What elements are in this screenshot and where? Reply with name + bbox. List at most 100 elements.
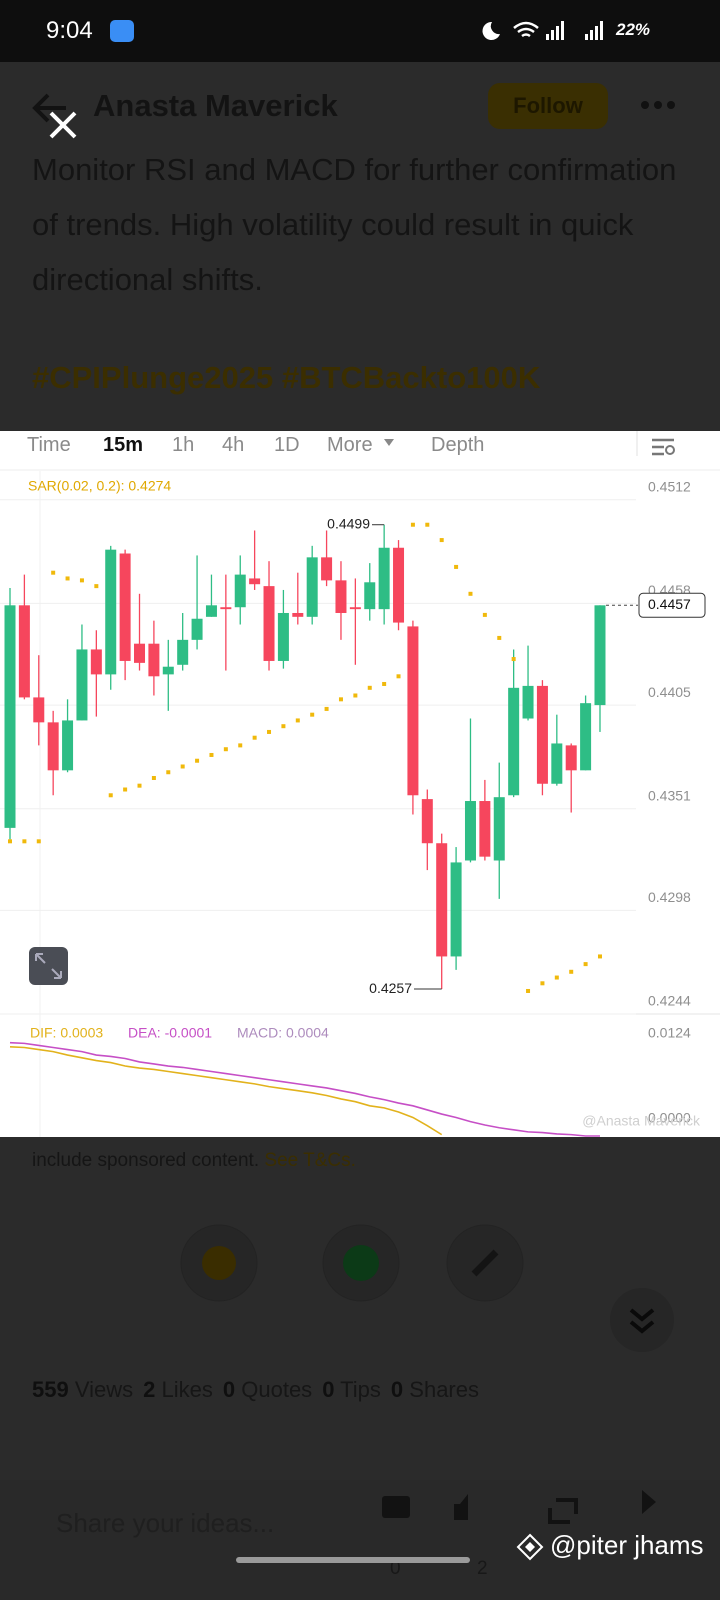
whatsapp-button[interactable] [322,1224,400,1302]
comment-icon[interactable] [382,1496,410,1518]
y-tick-label: 0.4244 [648,993,691,1009]
candle-body [234,574,246,608]
candle-body [148,643,160,677]
candle-body [594,605,606,706]
sar-dot [526,988,531,993]
macd-tick-label: 0.0000 [648,1109,691,1125]
stat-count: 0 [390,1377,404,1402]
stat-count: 2 [143,1377,156,1402]
clock: 9:04 [46,17,93,44]
chart-tab[interactable]: 1D [274,434,300,456]
sar-dot [166,770,171,775]
terms-link[interactable]: See T&Cs. [264,1150,356,1171]
candle-body [565,745,577,771]
sar-dot [382,681,387,686]
candle-body [551,743,563,784]
sar-dot [353,693,358,698]
sar-dot [195,758,200,763]
chart-tab[interactable]: Depth [431,434,485,456]
post-text: Monitor RSI and MACD for further confirm… [32,152,677,297]
stat: 0 Tips [322,1377,381,1402]
sar-dot [209,752,214,757]
chart-tab[interactable]: Time [27,434,71,456]
candle-body [321,557,333,581]
stat-count: 0 [222,1377,236,1402]
sar-dot [223,747,228,752]
stat-label: Tips [340,1377,381,1402]
candle-body [277,612,289,661]
sar-dot [338,697,343,702]
repost-icon[interactable] [548,1498,578,1524]
sar-dot [324,706,329,711]
candle-body [407,626,419,796]
tip-button[interactable] [180,1224,258,1302]
sar-dot [123,787,128,792]
candle-body [522,685,534,719]
close-button[interactable] [48,110,78,140]
settings-icon[interactable] [652,438,675,456]
macd-legend: DEA: -0.0001 [128,1025,212,1041]
chart-tab[interactable]: 1h [172,434,195,456]
candle-body [205,605,217,617]
battery: 22% [616,20,651,39]
stat-count: 559 [32,1377,69,1402]
app-icon [110,20,134,42]
expand-button[interactable] [29,947,68,985]
candle-body [364,582,376,610]
like-icon[interactable] [454,1494,468,1520]
y-tick-label: 0.4351 [648,787,691,803]
chart-tab[interactable]: 15m [103,434,144,456]
sar-dot [482,612,487,617]
chart-watermark: @Anasta Maverick [582,1113,701,1129]
more-menu[interactable] [640,100,676,110]
sar-dot [267,729,272,734]
sar-dot [569,969,574,974]
scroll-down-button[interactable] [610,1288,674,1352]
share-icon[interactable] [642,1490,656,1514]
chart-tab[interactable]: More [327,434,373,456]
candle-body [421,799,433,844]
last-price-box [638,592,706,618]
sar-dot [151,775,156,780]
stat-label: Views [74,1377,134,1402]
candle-body [134,643,146,663]
candle-body [464,801,476,861]
sar-dot [51,570,56,575]
home-indicator [236,1557,470,1563]
disclaimer-text: include sponsored content. [32,1150,260,1171]
link-button[interactable] [446,1224,524,1302]
candle-body [536,685,548,784]
back-arrow[interactable] [30,90,70,126]
hashtags[interactable]: #CPIPlunge2025 #BTCBackto100K [32,360,541,395]
candle-body [105,549,117,675]
candle-body [508,687,520,796]
candle-body [335,580,347,613]
status-icons [482,21,603,40]
last-price-label: 0.4457 [648,596,691,612]
sar-dot [252,735,257,740]
candle-body [18,605,30,698]
sar-dot [22,839,27,844]
status-bar: 9:04 22% [0,0,720,62]
sar-dot [8,839,12,844]
candle-body [162,666,174,675]
sar-dot [108,793,113,798]
candle-body [263,586,275,661]
sar-dot [439,538,444,543]
candle-body [191,618,203,640]
comment-input[interactable]: Share your ideas... [56,1508,275,1538]
author-name[interactable]: Anasta Maverick [93,88,338,123]
sar-dot [497,635,502,640]
chart-tab[interactable]: 4h [222,434,245,456]
share-buttons [180,1224,674,1352]
sar-dot [310,712,315,717]
candle-body [76,649,88,721]
follow-button[interactable]: Follow [488,83,608,129]
sar-dot [468,591,473,596]
candle-body [90,649,102,675]
stat-label: Shares [409,1377,479,1402]
sar-dot [540,981,545,986]
chart: SAR(0.02, 0.2): 0.4274 0.45120.44580.440… [0,431,720,1137]
candle-body [177,639,189,665]
